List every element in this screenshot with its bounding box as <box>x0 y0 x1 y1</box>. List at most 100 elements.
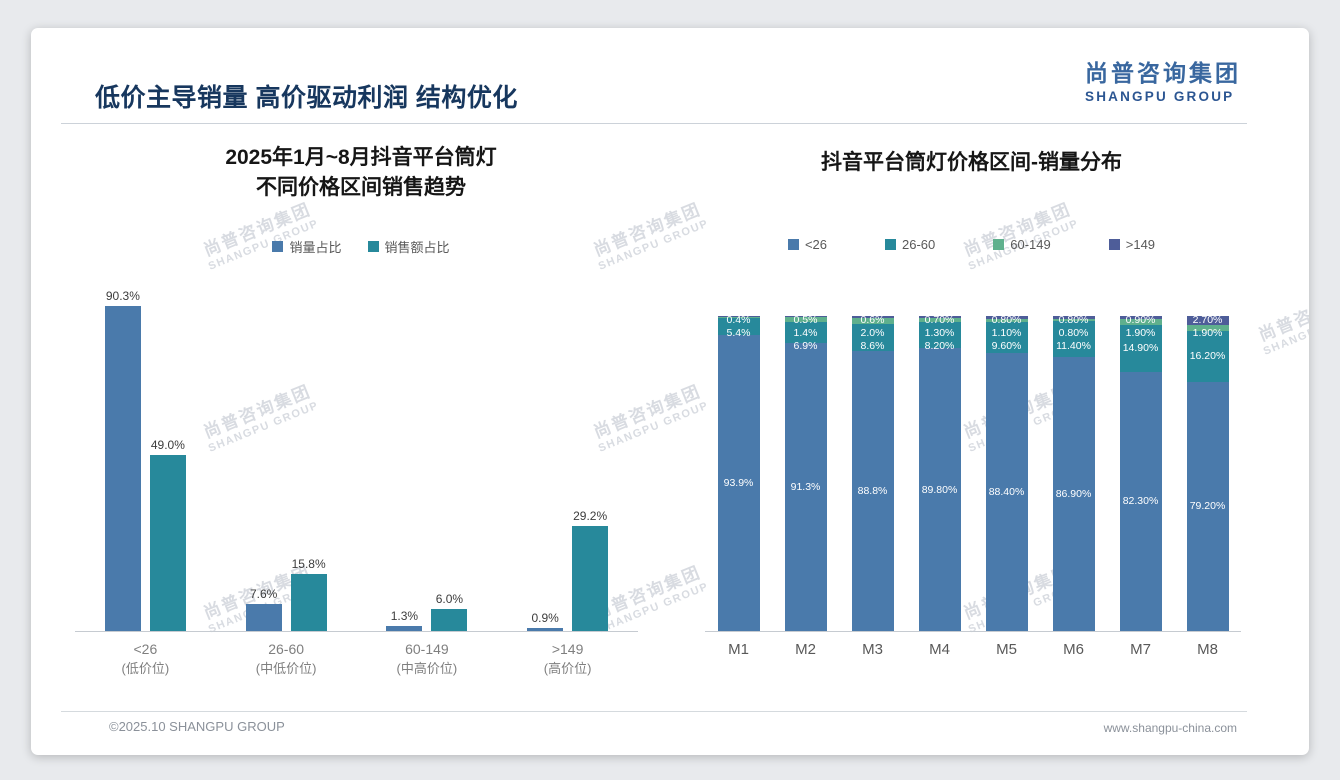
bar: 0.9% <box>527 610 564 631</box>
legend-label: 60-149 <box>1010 237 1051 252</box>
segment-value-label: 6.9% <box>793 339 818 352</box>
segment-value-label: 0.5% <box>793 313 818 326</box>
bar-segment <box>1052 316 1095 319</box>
stacked-bar: 0.80% 0.80% 11.40% 86.90% <box>1052 314 1095 631</box>
stacked-bar-chart: 抖音平台筒灯价格区间-销量分布 <26 26-60 60-149 >149 0.4% 5… <box>679 136 1264 696</box>
right-chart-plot: 0.4% 5.4% 93.9% 0.5% 1.4% 6.9% 91.3% 0.6% 2.0% 8.… <box>705 313 1241 659</box>
bar-value-label: 90.3% <box>105 288 140 303</box>
legend-item: <26 <box>787 237 827 252</box>
bar-rect <box>245 603 282 631</box>
bar: 7.6% <box>245 587 282 631</box>
segment-value-label: 91.3% <box>790 481 821 494</box>
bar-segment <box>1052 357 1095 631</box>
bar-segment <box>717 317 760 319</box>
legend-item: 销售额占比 <box>367 237 450 256</box>
segment-value-label: 16.20% <box>1189 350 1226 363</box>
bar-segment <box>985 318 1028 323</box>
footer-divider <box>61 711 1247 712</box>
bar-segment <box>1186 330 1229 382</box>
stacked-bar: 0.6% 2.0% 8.6% 88.8% <box>851 314 894 631</box>
left-chart-title-line1: 2025年1月~8月抖音平台筒灯 <box>225 146 497 169</box>
page-title: 低价主导销量 高价驱动利润 结构优化 <box>95 84 518 112</box>
legend-label: 26-60 <box>902 237 936 252</box>
segment-value-label: 0.80% <box>991 314 1022 327</box>
bar-group: 7.6% 15.8% <box>245 557 327 631</box>
legend-swatch <box>993 239 1005 250</box>
segment-value-label: 8.6% <box>860 340 885 353</box>
bar-value-label: 15.8% <box>291 557 326 572</box>
segment-value-label: 1.30% <box>924 327 955 340</box>
category-label: >149 (高价位) <box>497 640 638 678</box>
stacked-bar: 0.5% 1.4% 6.9% 91.3% <box>784 313 827 631</box>
bar-segment <box>1186 381 1229 631</box>
bar-segment <box>851 317 894 325</box>
bar-segment <box>851 324 894 352</box>
category-label-line1: 60-149 <box>405 641 449 657</box>
grouped-bars-row: 90.3% 49.0% 7.6% 15.8% 1.3% 6.0% 0.9% 29.2% <box>75 289 638 632</box>
stacked-bar: 0.70% 1.30% 8.20% 89.80% <box>918 314 961 631</box>
segment-value-label: 0.4% <box>726 314 751 327</box>
bar-segment <box>1052 321 1095 358</box>
category-label-line1: >149 <box>551 641 584 657</box>
bar-segment <box>1119 318 1162 325</box>
bar-segment <box>851 351 894 631</box>
bar-segment <box>784 321 827 344</box>
stacked-bar: 0.90% 1.90% 14.90% 82.30% <box>1119 314 1162 631</box>
segment-value-label: 1.10% <box>991 327 1022 340</box>
category-label-line2: (中低价位) <box>255 661 317 676</box>
company-logo: 尚普咨询集团 SHANGPU GROUP <box>1085 54 1241 104</box>
segment-value-label: 14.90% <box>1122 342 1159 355</box>
title-divider <box>61 123 1247 124</box>
legend-swatch <box>272 241 284 252</box>
segment-value-label: 2.0% <box>860 327 885 340</box>
segment-value-label: 8.20% <box>924 340 955 353</box>
footer-url: www.shangpu-china.com <box>1103 721 1237 735</box>
logo-english-name: SHANGPU GROUP <box>1085 89 1235 104</box>
segment-value-label: 89.80% <box>921 483 958 496</box>
bar-rect <box>386 626 423 631</box>
category-label: 60-149 (中高价位) <box>357 640 498 678</box>
bar-segment <box>784 343 827 631</box>
bar: 90.3% <box>104 288 141 631</box>
bar-segment <box>784 315 827 318</box>
bar-segment <box>1119 324 1162 372</box>
stacked-bar: 0.4% 5.4% 93.9% <box>717 314 760 631</box>
bar-segment <box>851 316 894 318</box>
left-chart-legend: 销量占比 销售额占比 <box>71 237 651 256</box>
logo-chinese-name: 尚普咨询集团 <box>1085 60 1241 86</box>
slide: 尚普咨询集团 SHANGPU GROUP 尚普咨询集团 SHANGPU GROUP 尚普… <box>31 28 1309 755</box>
category-label-line1: 26-60 <box>268 641 305 657</box>
category-label-line2: (低价位) <box>121 661 170 676</box>
bar: 6.0% <box>431 592 468 631</box>
segment-value-label: 0.80% <box>1058 327 1089 340</box>
legend-label: 销售额占比 <box>384 240 450 255</box>
right-chart-title: 抖音平台筒灯价格区间-销量分布 <box>821 151 1122 174</box>
bar-segment <box>918 322 961 349</box>
slide-content: 低价主导销量 高价驱动利润 结构优化 尚普咨询集团 SHANGPU GROUP … <box>31 28 1309 755</box>
bar-segment <box>1119 316 1162 319</box>
segment-value-label: 1.90% <box>1192 327 1223 340</box>
month-label: M6 <box>1063 641 1084 658</box>
bar-value-label: 6.0% <box>435 592 464 607</box>
bar-value-label: 1.3% <box>390 609 419 624</box>
left-chart-title: 2025年1月~8月抖音平台筒灯 不同价格区间销售趋势 <box>71 143 651 203</box>
bar-value-label: 0.9% <box>531 610 559 625</box>
stacked-bar: 2.70% 1.90% 16.20% 79.20% <box>1186 314 1229 631</box>
bar-rect <box>149 454 186 631</box>
segment-value-label: 82.30% <box>1122 495 1159 508</box>
category-label-line2: (中高价位) <box>396 661 458 676</box>
stacked-bar: 0.80% 1.10% 9.60% 88.40% <box>985 314 1028 631</box>
legend-swatch <box>367 241 379 252</box>
category-label: <26 (低价位) <box>75 640 216 678</box>
bar-group: 0.9% 29.2% <box>527 509 609 631</box>
bar-rect <box>527 627 564 631</box>
legend-label: >149 <box>1125 237 1156 252</box>
segment-value-label: 93.9% <box>723 477 754 490</box>
segment-value-label: 0.6% <box>860 314 885 327</box>
bar-rect <box>104 305 141 631</box>
bar-segment <box>717 335 760 631</box>
bar-rect <box>290 574 327 631</box>
segment-value-label: 2.70% <box>1192 314 1223 327</box>
segment-value-label: 0.80% <box>1058 314 1089 327</box>
